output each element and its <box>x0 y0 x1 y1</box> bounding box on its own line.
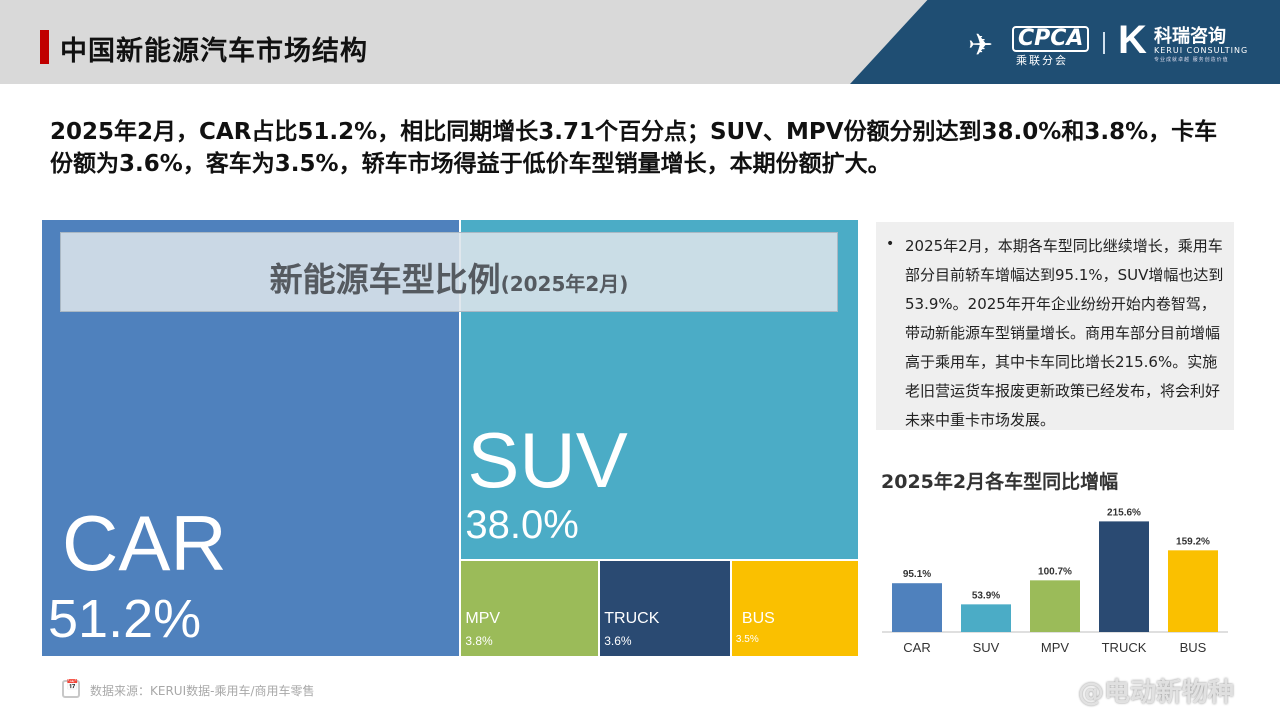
bar-chart-title: 2025年2月各车型同比增幅 <box>881 471 1119 493</box>
page-title: 中国新能源汽车市场结构 <box>60 36 368 67</box>
bar-suv <box>961 604 1011 632</box>
treemap-value-suv: 38.0% <box>465 502 579 547</box>
bar-mpv <box>1030 580 1080 632</box>
bar-category-label-car: CAR <box>903 640 930 655</box>
treemap-label-suv: SUV <box>467 415 628 504</box>
calendar-icon: 📅 <box>62 680 80 698</box>
header-bar: 中国新能源汽车市场结构 ✈ CPCA 乘联分会 K 科瑞咨询 KERUI CON… <box>0 0 1280 84</box>
kerui-logo-en: KERUI CONSULTING <box>1154 46 1249 55</box>
treemap-title-main: 新能源车型比例 <box>269 260 501 299</box>
note-text: 2025年2月，本期各车型同比继续增长，乘用车部分目前轿车增幅达到95.1%，S… <box>905 237 1224 429</box>
headline-summary: 2025年2月，CAR占比51.2%，相比同期增长3.71个百分点；SUV、MP… <box>50 119 1218 177</box>
treemap-title-sub: (2025年2月) <box>500 272 629 296</box>
kerui-k-icon: K <box>1118 18 1147 62</box>
treemap-value-mpv: 3.8% <box>465 633 493 648</box>
treemap-label-truck: TRUCK <box>604 609 660 627</box>
treemap-value-truck: 3.6% <box>604 633 632 648</box>
bar-value-label-bus: 159.2% <box>1176 536 1210 547</box>
bar-chart: 95.1% CAR 53.9% SUV 100.7% MPV 215.6% TRUCK 159.… <box>882 507 1228 655</box>
cpca-wing-icon: ✈ <box>968 28 994 63</box>
note-bullet: • <box>886 236 895 252</box>
treemap-cell-mpv: MPV 3.8% <box>461 560 599 656</box>
cpca-logo-text: CPCA <box>1012 26 1090 52</box>
bar-value-label-car: 95.1% <box>903 569 931 580</box>
bar-car <box>892 583 942 632</box>
cpca-logo-cn: 乘联分会 <box>1016 54 1068 67</box>
treemap-title-box: 新能源车型比例(2025年2月) <box>60 232 838 312</box>
bar-truck <box>1099 521 1149 632</box>
treemap-value-car: 51.2% <box>48 589 202 649</box>
kerui-logo-tag: 专业成就卓越 服务创造价值 <box>1154 57 1229 63</box>
treemap-label-mpv: MPV <box>465 609 501 627</box>
treemap-cell-truck: TRUCK 3.6% <box>600 560 730 656</box>
kerui-logo-cn: 科瑞咨询 <box>1154 26 1226 47</box>
bar-category-label-bus: BUS <box>1180 640 1207 655</box>
cpca-logo: ✈ CPCA 乘联分会 <box>968 22 1090 67</box>
treemap-cell-bus: BUS 3.5% <box>731 560 858 656</box>
treemap-chart: BUS 3.5% TRUCK 3.6% MPV 3.8% SUV 38.0% CAR 51.2% … <box>36 208 860 660</box>
note-box: • 2025年2月，本期各车型同比继续增长，乘用车部分目前轿车增幅达到95.1%… <box>876 222 1234 430</box>
logo-band <box>850 0 1280 84</box>
bar-value-label-suv: 53.9% <box>972 590 1000 601</box>
treemap-label-car: CAR <box>62 499 227 587</box>
bar-category-label-suv: SUV <box>973 640 1000 655</box>
logo-divider <box>1103 32 1105 54</box>
treemap-title: 新能源车型比例(2025年2月) <box>61 253 837 301</box>
bar-bus <box>1168 550 1218 632</box>
bar-category-label-truck: TRUCK <box>1102 640 1147 655</box>
bar-value-label-mpv: 100.7% <box>1038 566 1072 577</box>
title-accent-bar <box>40 30 49 64</box>
bar-value-label-truck: 215.6% <box>1107 507 1141 518</box>
treemap-label-bus: BUS <box>741 609 775 627</box>
bar-category-label-mpv: MPV <box>1041 640 1070 655</box>
kerui-logo: K 科瑞咨询 KERUI CONSULTING 专业成就卓越 服务创造价值 <box>1118 18 1258 66</box>
treemap-value-bus: 3.5% <box>735 633 759 645</box>
watermark: @电动新物种 <box>1078 678 1235 708</box>
data-source: 数据来源：KERUI数据-乘用车/商用车零售 <box>90 684 315 698</box>
